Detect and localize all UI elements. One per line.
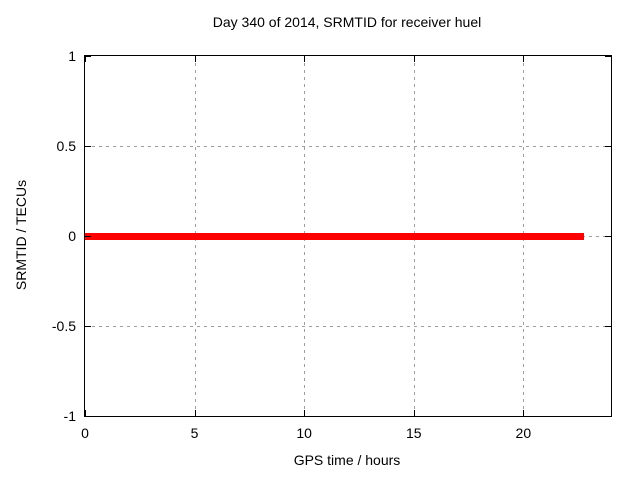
y-tick-label: 1 — [68, 48, 76, 64]
x-tick-label: 5 — [190, 425, 199, 441]
x-tick-top — [523, 56, 525, 62]
y-tick-left — [85, 56, 91, 57]
x-tick-bottom — [194, 410, 196, 416]
y-axis-label: SRMTID / TECUs — [13, 179, 29, 291]
chart-title: Day 340 of 2014, SRMTID for receiver hue… — [212, 14, 482, 30]
x-tick-top — [413, 56, 415, 62]
x-tick-top — [85, 56, 86, 62]
x-tick-label: 15 — [405, 425, 422, 441]
y-tick-label: -1 — [63, 408, 76, 424]
x-tick-label: 20 — [515, 425, 532, 441]
x-tick-top — [304, 56, 306, 62]
y-tick-right — [605, 56, 611, 57]
x-tick-bottom — [413, 410, 415, 416]
y-tick-right — [605, 416, 611, 417]
x-tick-bottom — [523, 410, 525, 416]
y-tick-right — [605, 236, 611, 237]
y-gridline — [85, 146, 611, 147]
x-tick-bottom — [85, 410, 86, 416]
x-axis-label: GPS time / hours — [293, 452, 401, 468]
y-gridline — [85, 326, 611, 327]
x-tick-top — [194, 56, 196, 62]
plot-area: 0 5 10 15 20 -1 -0.5 0 0.5 1 — [52, 48, 612, 441]
x-tick-bottom — [304, 410, 306, 416]
series-line — [85, 232, 584, 240]
x-tick-label: 10 — [296, 425, 312, 441]
y-tick-left — [85, 326, 91, 327]
y-tick-right — [605, 146, 611, 147]
y-tick-left — [85, 416, 91, 417]
y-tick-right — [605, 326, 611, 327]
y-tick-label: -0.5 — [51, 318, 76, 334]
y-tick-label: 0 — [68, 228, 76, 244]
y-tick-left — [85, 146, 91, 147]
y-tick-label: 0.5 — [56, 138, 76, 154]
y-tick-left — [85, 236, 91, 237]
x-tick-label: 0 — [81, 425, 89, 441]
